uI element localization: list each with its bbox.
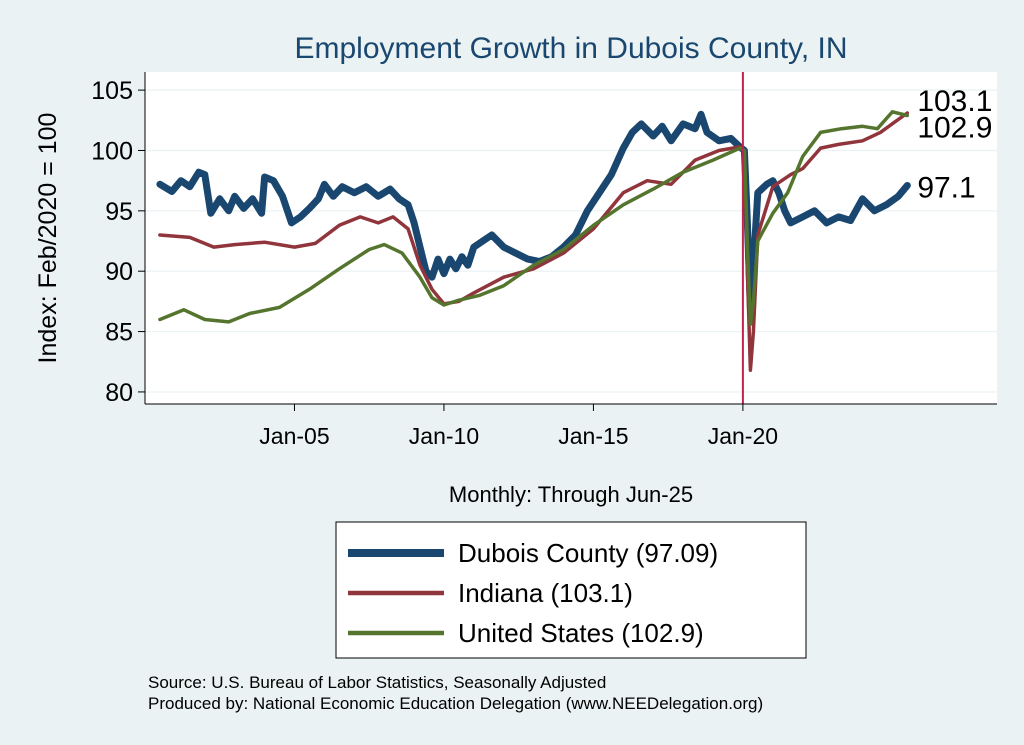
legend-label: Indiana (103.1) xyxy=(458,578,633,608)
x-tick-label: Jan-20 xyxy=(708,423,778,449)
legend: Dubois County (97.09) Indiana (103.1) Unit… xyxy=(335,521,807,659)
legend-box xyxy=(335,521,807,659)
y-tick-label: 85 xyxy=(105,319,133,347)
legend-label: Dubois County (97.09) xyxy=(458,538,718,568)
x-tick-label: Jan-05 xyxy=(259,423,329,449)
x-tick-label: Jan-15 xyxy=(558,423,628,449)
x-tick-label: Jan-10 xyxy=(409,423,479,449)
source-note: Source: U.S. Bureau of Labor Statistics,… xyxy=(148,673,606,692)
x-axis-label: Monthly: Through Jun-25 xyxy=(449,482,693,507)
end-label-indiana: 103.1 xyxy=(917,85,992,118)
axes: 80 85 90 95 100 105 Jan-05 Jan-10 Jan-15 Jan-20 xyxy=(91,72,997,449)
series-lines xyxy=(156,110,911,372)
y-tick-label: 90 xyxy=(105,258,133,286)
chart-title: Employment Growth in Dubois County, IN xyxy=(295,32,848,65)
end-label-united-states: 102.9 xyxy=(917,111,992,144)
legend-label: United States (102.9) xyxy=(458,618,704,648)
y-tick-label: 95 xyxy=(105,198,133,226)
series-line-indiana xyxy=(158,111,910,372)
series-line-united-states xyxy=(158,110,910,327)
producer-note: Produced by: National Economic Education… xyxy=(148,694,763,713)
legend-entries: Dubois County (97.09) Indiana (103.1) Unit… xyxy=(348,538,718,648)
y-axis-label: Index: Feb/2020 = 100 xyxy=(34,113,62,364)
series-line-dubois-county xyxy=(156,110,911,311)
y-tick-label: 100 xyxy=(91,137,133,165)
end-label-dubois-county: 97.1 xyxy=(917,171,975,204)
y-tick-label: 80 xyxy=(105,379,133,407)
y-tick-label: 105 xyxy=(91,77,133,105)
